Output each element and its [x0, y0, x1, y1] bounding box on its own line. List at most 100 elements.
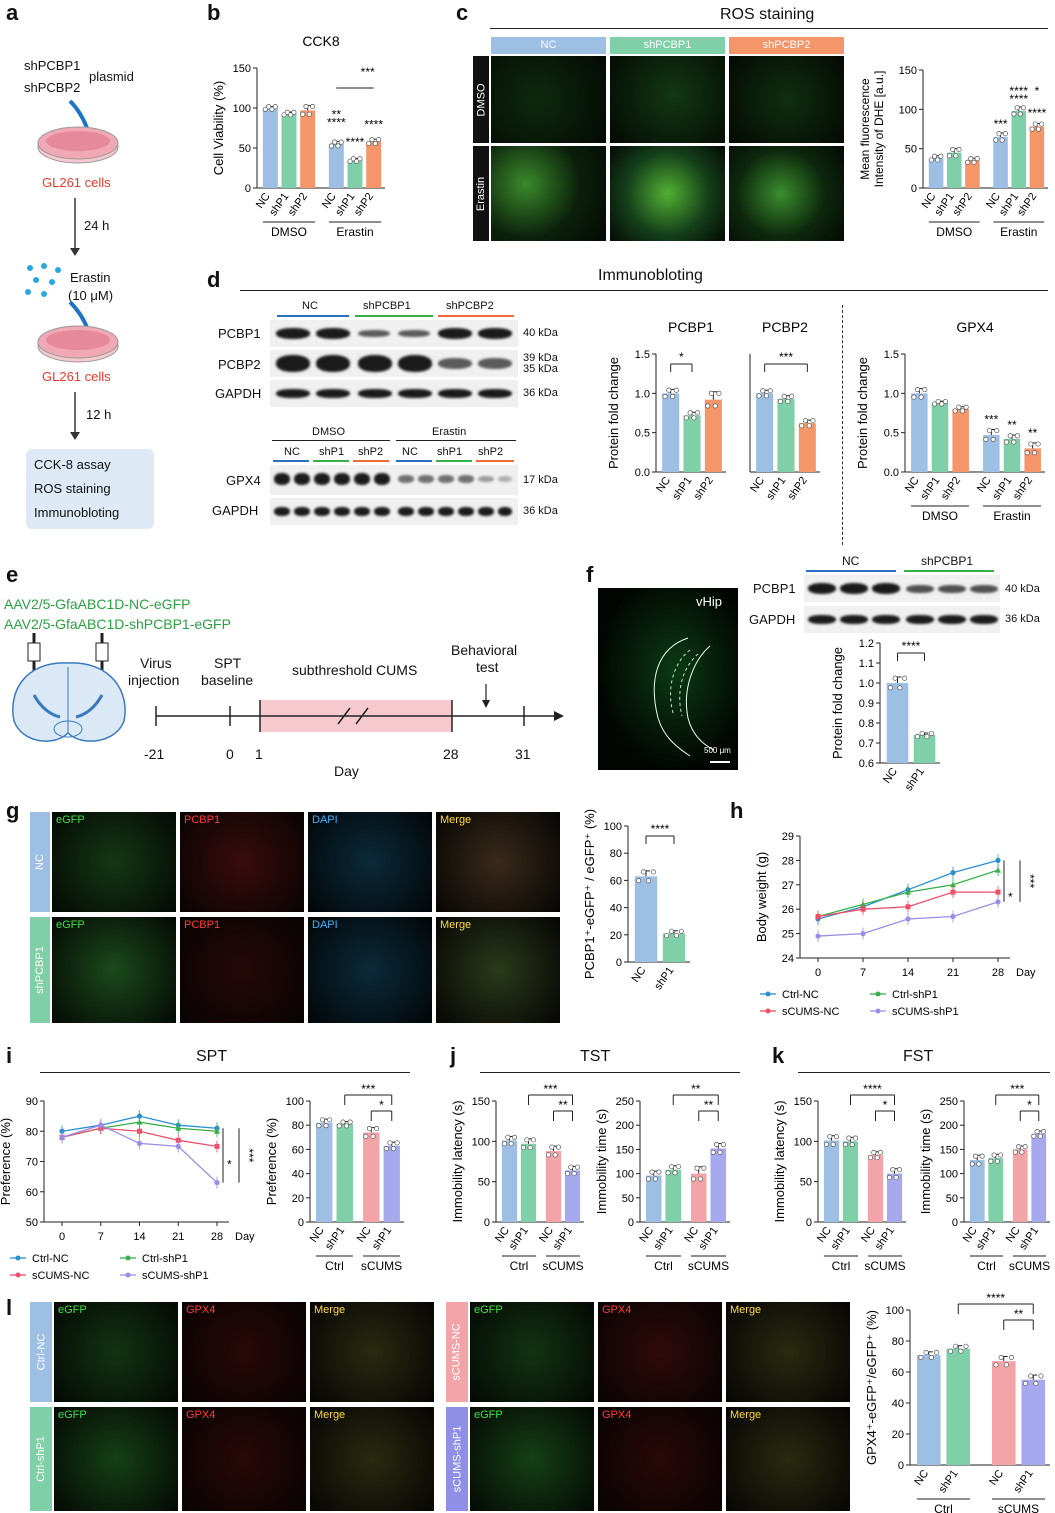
x-tick-label: shP1	[670, 475, 694, 502]
y-tick-label: 26	[782, 904, 794, 916]
x-tick-label: NC	[630, 965, 649, 985]
y-tick-label: 0	[484, 1217, 490, 1229]
data-point	[939, 401, 945, 407]
x-tick-label: shP1	[974, 1225, 998, 1252]
x-axis-title: Day	[1016, 967, 1036, 979]
data-point	[956, 146, 962, 153]
data-point	[673, 933, 680, 939]
kda-36: 36 kDa	[523, 387, 558, 399]
g-row-nc: NC	[30, 812, 50, 912]
x-tick-label: 0	[59, 1231, 65, 1243]
x-tick-label: shP2	[1015, 191, 1039, 218]
y-tick-label: 50	[239, 143, 251, 155]
data-point	[1037, 1133, 1043, 1139]
y-tick-label: 70	[26, 1157, 38, 1169]
data-point	[1029, 126, 1035, 132]
y-tick-label: 1.0	[635, 388, 650, 400]
data-point	[332, 139, 338, 145]
blot-f-gapdh	[804, 606, 1000, 633]
g-image-nc-dapi: DAPI	[308, 812, 432, 912]
data-point	[877, 1149, 884, 1156]
y-tick-label: 50	[800, 1177, 812, 1189]
legend-marker	[15, 1272, 21, 1278]
data-point	[1020, 105, 1027, 111]
significance-label: ****	[1009, 84, 1028, 98]
blot-f-label-pcbp1: PCBP1	[753, 581, 796, 596]
l-image-ctrlshp1-egfp: eGFP	[54, 1407, 178, 1511]
data-point	[983, 436, 989, 442]
data-point	[827, 1134, 833, 1140]
y-tick-label: 40	[610, 903, 622, 915]
day-minus21: -21	[144, 746, 165, 762]
significance-label: ****	[1028, 106, 1047, 120]
blot-f-group-nc: NC	[842, 554, 860, 568]
data-point	[1002, 131, 1008, 137]
x-tick-label: shP1	[267, 191, 291, 218]
bar	[823, 1140, 840, 1222]
data-point	[1011, 439, 1017, 445]
blot2-rule	[396, 440, 516, 441]
data-point	[1031, 1133, 1037, 1139]
data-point	[846, 1135, 852, 1141]
data-point	[946, 153, 953, 159]
bar	[363, 1132, 380, 1222]
data-point	[344, 1123, 350, 1129]
petri-dish-2-icon	[37, 300, 119, 363]
y-axis-title: GPX4⁺-eGFP⁺/eGFP⁺ (%)	[864, 1310, 879, 1465]
data-point	[376, 137, 382, 143]
data-point	[986, 428, 993, 434]
group-label: Erastin	[1000, 225, 1037, 239]
panel-label-f: f	[586, 562, 594, 587]
l-image-ctrlshp1-gpx4: GPX4	[182, 1407, 306, 1511]
data-point	[683, 415, 689, 421]
data-point	[549, 1144, 555, 1150]
panel-label-e: e	[6, 562, 19, 587]
data-point	[897, 685, 903, 691]
l-row-ctrl-shp1: Ctrl-shP1	[30, 1407, 52, 1511]
significance-label: **	[1028, 426, 1038, 440]
vhip-image: vHip 500 μm	[598, 588, 738, 770]
y-tick-label: 20	[892, 1429, 904, 1441]
y-tick-label: 20	[292, 1193, 304, 1205]
significance-label: *	[1035, 84, 1040, 98]
data-point	[319, 1117, 325, 1123]
y-axis-title: Immobility latency (s)	[450, 1100, 465, 1222]
data-point	[971, 159, 977, 165]
data-point	[1008, 1354, 1015, 1360]
x-tick-label: NC	[912, 1468, 931, 1488]
data-point	[953, 153, 959, 159]
data-point	[815, 914, 821, 920]
data-point	[300, 111, 306, 117]
significance-label: ***	[361, 1082, 375, 1096]
x-tick-label: shP1	[1011, 1468, 1035, 1495]
day-1: 1	[255, 746, 263, 762]
data-point	[291, 109, 297, 115]
data-point	[266, 104, 272, 110]
data-point	[708, 390, 715, 396]
g-image-nc-pcbp1: PCBP1	[180, 812, 304, 912]
x-tick-label: 14	[133, 1231, 145, 1243]
data-point	[636, 878, 642, 884]
bar	[347, 160, 363, 188]
y-tick-label: 50	[622, 1193, 634, 1205]
data-point	[673, 387, 679, 393]
y-tick-label: 150	[940, 1144, 958, 1156]
group-label: sCUMS	[998, 1502, 1039, 1513]
data-point	[959, 408, 966, 414]
data-point	[272, 104, 278, 110]
data-point	[369, 137, 375, 143]
data-point	[991, 1152, 997, 1158]
data-point	[1038, 1373, 1044, 1379]
data-point	[887, 685, 893, 691]
significance-label: ***	[1023, 874, 1037, 888]
data-point	[336, 1123, 342, 1129]
x-tick-label: shP1	[323, 1225, 347, 1252]
data-point	[530, 1137, 537, 1143]
y-axis-title: Protein fold change	[830, 647, 845, 759]
step-cums: subthreshold CUMS	[292, 662, 418, 678]
g-image-sh-pcbp1: PCBP1	[180, 917, 304, 1023]
data-point	[501, 1141, 508, 1147]
chart-title: GPX4	[956, 319, 994, 335]
blot-label-gapdh-2: GAPDH	[212, 503, 259, 518]
significance-label: ***	[994, 117, 1008, 131]
